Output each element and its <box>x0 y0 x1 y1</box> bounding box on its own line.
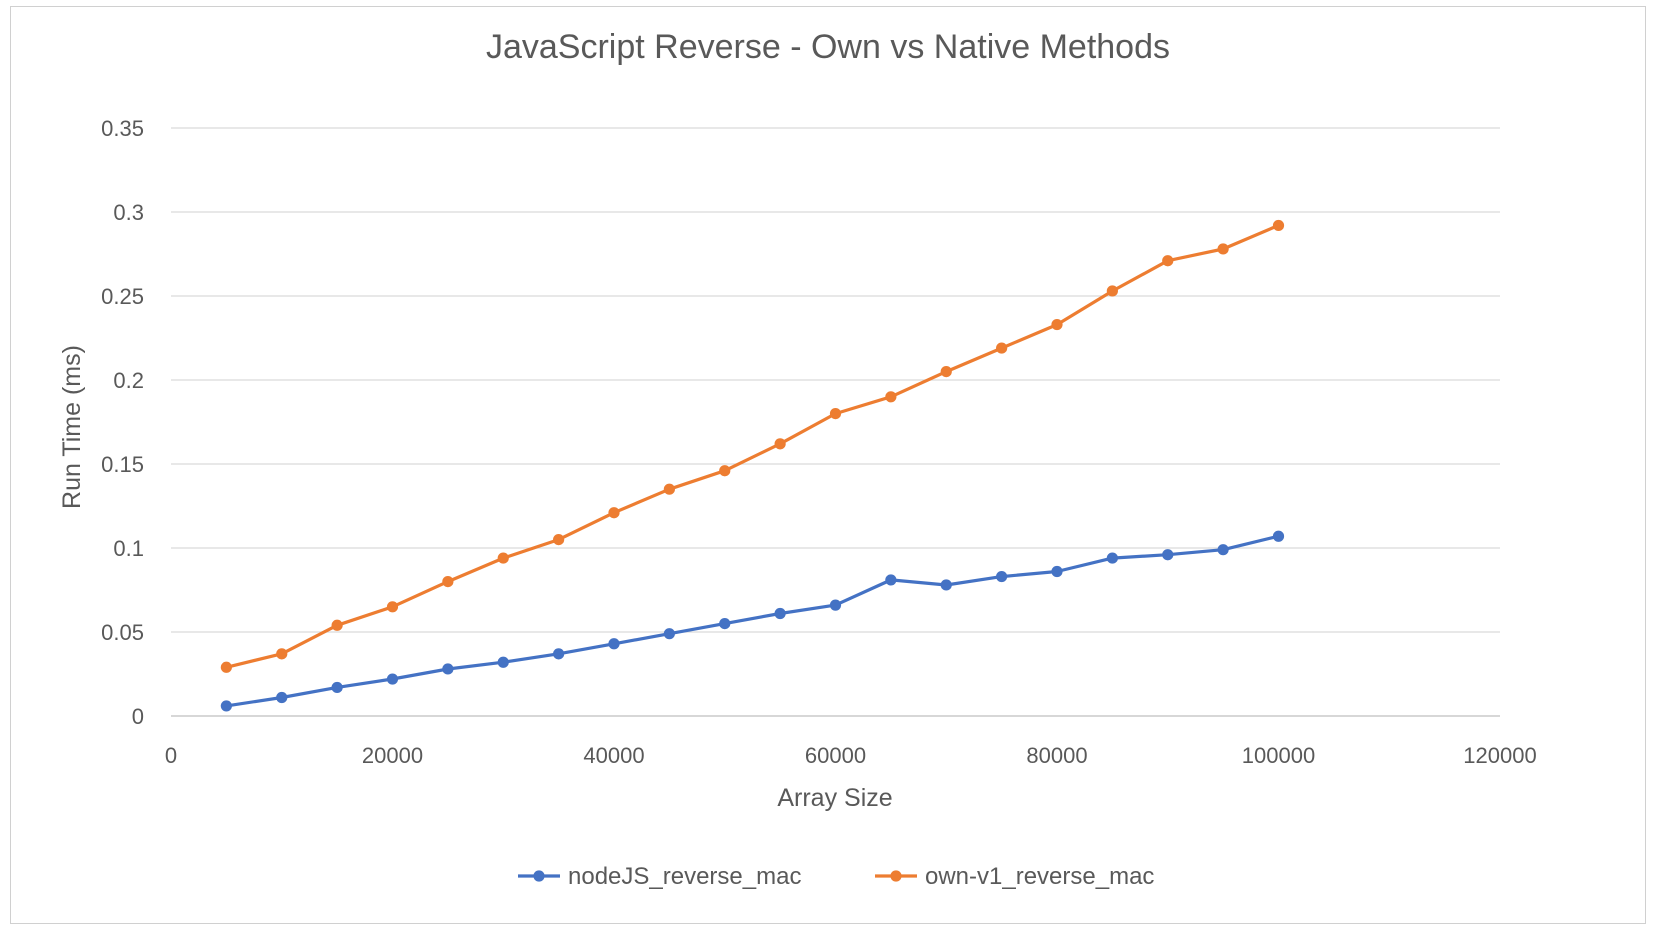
chart-frame <box>10 6 1646 924</box>
data-point <box>553 648 565 660</box>
data-point <box>608 638 620 650</box>
y-axis-label: Run Time (ms) <box>58 345 86 509</box>
data-point <box>1217 544 1229 556</box>
data-point <box>663 483 675 495</box>
legend: nodeJS_reverse_mac own-v1_reverse_mac <box>518 863 1154 890</box>
legend-item: nodeJS_reverse_mac <box>518 863 801 890</box>
legend-swatch-marker <box>533 870 545 882</box>
data-point <box>553 534 565 546</box>
data-point <box>331 619 343 631</box>
data-point <box>1106 552 1118 564</box>
y-tick-label: 0.25 <box>101 284 144 309</box>
x-tick-label: 60000 <box>805 743 866 768</box>
data-point <box>940 579 952 591</box>
data-point <box>497 552 509 564</box>
data-point <box>608 507 620 519</box>
data-point <box>1106 285 1118 297</box>
x-tick-label: 100000 <box>1242 743 1315 768</box>
data-point <box>276 691 288 704</box>
x-axis-label: Array Size <box>777 784 892 812</box>
data-point <box>331 681 343 694</box>
x-tick-label: 40000 <box>583 743 644 768</box>
chart-title: JavaScript Reverse - Own vs Native Metho… <box>486 28 1170 66</box>
data-point <box>774 438 786 450</box>
data-point <box>829 408 842 420</box>
data-point <box>220 700 232 712</box>
series-line <box>224 534 1281 708</box>
data-point <box>1051 565 1063 578</box>
data-point <box>497 656 509 668</box>
y-tick-label: 0.2 <box>113 368 144 393</box>
data-point <box>996 342 1008 354</box>
data-point <box>1162 255 1174 267</box>
series-line <box>224 223 1281 669</box>
legend-label: own-v1_reverse_mac <box>925 863 1154 890</box>
data-point <box>1051 318 1063 331</box>
series-nodeJS_reverse_mac <box>220 530 1285 712</box>
y-tick-label: 0.35 <box>101 116 144 141</box>
data-point <box>442 663 454 675</box>
data-point <box>719 618 731 630</box>
data-point <box>220 661 232 673</box>
data-point <box>276 648 288 660</box>
x-tick-label: 80000 <box>1026 743 1087 768</box>
data-point <box>829 599 842 611</box>
data-point <box>386 673 399 685</box>
data-point <box>663 628 675 640</box>
y-tick-label: 0 <box>132 704 144 729</box>
data-point <box>719 465 731 477</box>
legend-label: nodeJS_reverse_mac <box>568 863 801 890</box>
y-tick-label: 0.05 <box>101 620 144 645</box>
data-point <box>940 366 952 378</box>
x-tick-label: 0 <box>165 743 177 768</box>
gridlines <box>171 127 1500 717</box>
data-point <box>1162 549 1174 561</box>
data-point <box>386 601 399 613</box>
data-point <box>885 574 897 586</box>
data-point <box>885 391 897 403</box>
y-axis-ticks: 0 0.05 0.1 0.15 0.2 0.25 0.3 0.35 <box>101 116 144 729</box>
data-point <box>774 607 786 620</box>
data-point <box>996 570 1008 583</box>
legend-swatch-marker <box>890 870 902 882</box>
y-tick-label: 0.1 <box>113 536 144 561</box>
x-axis-ticks: 0 20000 40000 60000 80000 100000 120000 <box>165 743 1537 768</box>
data-point <box>1272 219 1285 232</box>
y-tick-label: 0.3 <box>113 200 144 225</box>
legend-item: own-v1_reverse_mac <box>875 863 1154 890</box>
series-own-v1_reverse_mac <box>220 219 1285 673</box>
data-point <box>1272 530 1285 542</box>
series-group <box>220 219 1285 712</box>
y-tick-label: 0.15 <box>101 452 144 477</box>
x-tick-label: 20000 <box>362 743 423 768</box>
x-tick-label: 120000 <box>1463 743 1536 768</box>
data-point <box>442 576 454 588</box>
data-point <box>1217 243 1229 255</box>
